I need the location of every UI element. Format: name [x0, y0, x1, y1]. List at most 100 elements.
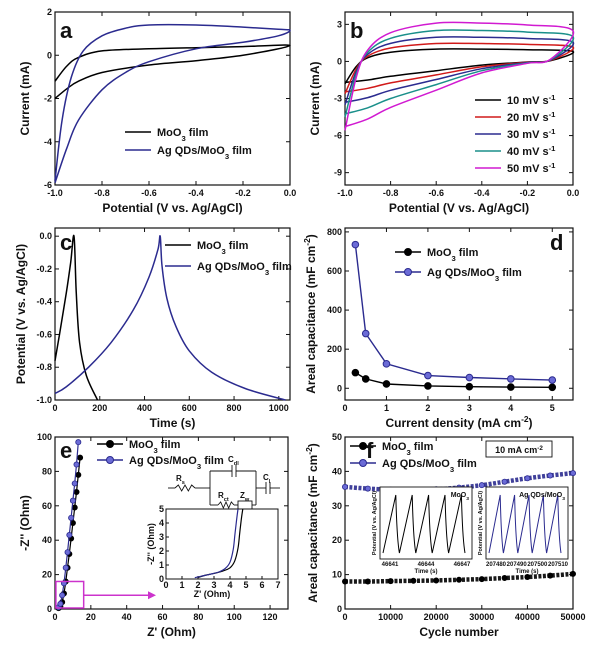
text-fragment: MoO — [157, 127, 182, 139]
text-fragment: Potential (V vs. Ag/AgCl) — [389, 201, 529, 215]
x-tick-label: 0.0 — [567, 188, 580, 198]
inset-x-tick-label: 1 — [179, 580, 184, 590]
cycle-point — [364, 485, 371, 492]
rate-point — [361, 329, 370, 338]
y-tick-label: -9 — [334, 168, 342, 178]
cycle-point — [547, 472, 554, 479]
text-fragment: dl — [234, 461, 239, 467]
cycle-point — [341, 578, 348, 585]
text-fragment: mA cm — [481, 416, 521, 430]
text-fragment: Current (mA) — [18, 61, 32, 135]
x-tick-label: 0 — [52, 403, 57, 413]
text-fragment: 3 — [197, 462, 201, 471]
nyquist-point — [64, 549, 71, 556]
legend-label: 30 mV s-1 — [507, 127, 556, 142]
text-fragment: 30 — [507, 129, 519, 141]
legend-label: Ag QDs/MoO3 film — [129, 455, 224, 471]
text-fragment: film — [411, 441, 434, 453]
text-fragment: Potential (V vs. Ag/AgCl) — [102, 201, 242, 215]
x-axis-label: Current density (mA cm-2) — [385, 414, 532, 430]
text-fragment: 3 — [153, 446, 157, 455]
text-fragment: ) — [306, 443, 320, 447]
panel-label-b: b — [350, 18, 363, 43]
text-fragment: -Z'' (Ohm) — [18, 495, 32, 551]
panel-d: 0 1 2 3 4 5 0 200 400 600 800 Current density (mA c… — [302, 227, 574, 430]
cv-curve-20-mv — [344, 42, 575, 95]
inset-x-tick-label: 6 — [259, 580, 264, 590]
gcd-curve-moo3-film — [54, 234, 99, 401]
y-tick-label: 600 — [327, 266, 342, 276]
text-fragment: Cycle number — [419, 625, 499, 639]
text-fragment: 3 — [225, 152, 229, 161]
text-fragment: MoO — [547, 492, 563, 499]
text-fragment: -2 — [521, 414, 529, 424]
panel-label-f: f — [366, 438, 374, 463]
text-fragment: film — [201, 455, 224, 467]
text-fragment: -2 — [537, 445, 543, 452]
inset-x-tick-label: 7 — [275, 580, 280, 590]
inset-x-tick-label: 207510 — [548, 562, 569, 568]
inset-x-label: Z' (Ohm) — [194, 589, 231, 599]
x-tick-label: 60 — [158, 612, 168, 622]
y-tick-label: 80 — [42, 466, 52, 476]
inset-y-tick-label: 3 — [159, 532, 164, 542]
inset-x-tick-label: 46647 — [454, 562, 471, 568]
inset-frame — [165, 508, 279, 580]
x-tick-label: -0.2 — [235, 188, 251, 198]
text-fragment: -1 — [549, 127, 557, 136]
x-tick-label: -1.0 — [337, 188, 353, 198]
text-fragment: 3 — [466, 496, 469, 502]
nyquist-point — [77, 454, 84, 461]
resistor-symbol — [174, 484, 196, 492]
y-tick-label: -0.8 — [36, 362, 52, 372]
text-fragment: MoO — [200, 145, 225, 157]
circuit-label-rct: Rct — [218, 491, 229, 503]
y-tick-label: 0 — [47, 604, 52, 614]
panel-label-d: d — [550, 230, 563, 255]
x-tick-label: 600 — [182, 403, 197, 413]
annotation-text: 10 mA cm-2 — [495, 445, 543, 456]
cycle-point — [524, 574, 531, 581]
text-fragment: w — [244, 497, 250, 503]
text-fragment: 50 — [507, 163, 519, 175]
nyquist-point — [59, 592, 66, 599]
y-axis-label: Current (mA) — [18, 61, 32, 135]
rate-point — [507, 375, 515, 383]
y-tick-label: -3 — [334, 94, 342, 104]
cycle-point — [570, 570, 577, 577]
x-tick-label: 1 — [384, 403, 389, 413]
x-tick-label: 800 — [227, 403, 242, 413]
text-fragment: 3 — [406, 448, 410, 457]
text-fragment: -1 — [549, 144, 557, 153]
legend-label: MoO3 film — [197, 240, 249, 256]
x-axis-label: Potential (V vs. Ag/AgCl) — [102, 201, 242, 215]
text-fragment: Ag QDs/ — [197, 261, 240, 273]
nyquist-point — [75, 471, 82, 478]
x-tick-label: 50000 — [560, 612, 585, 622]
y-tick-label: 20 — [42, 570, 52, 580]
text-fragment: MoO — [451, 492, 467, 499]
inset-x-tick-label: 46641 — [382, 562, 399, 568]
inset-x-tick-label: 207490 — [507, 562, 528, 568]
circuit-label-cl: Cl — [263, 473, 271, 485]
rate-point — [424, 371, 432, 380]
legend-label: MoO3 film — [382, 441, 434, 457]
text-fragment: Z — [240, 491, 245, 500]
y-tick-label: 40 — [42, 535, 52, 545]
plot-frame — [344, 436, 574, 610]
text-fragment: film — [269, 261, 292, 273]
text-fragment: Areal capacitance ( — [306, 493, 320, 602]
inset-y-tick-label: 4 — [159, 518, 164, 528]
y-tick-label: 100 — [37, 432, 52, 442]
text-fragment: MoO — [425, 458, 450, 470]
annotation-box — [485, 440, 553, 458]
text-fragment: s — [182, 480, 185, 486]
plot-frame — [344, 227, 574, 401]
text-fragment: Ag QDs/ — [382, 458, 425, 470]
panel-label-c: c — [60, 230, 72, 255]
text-fragment: mA cm — [505, 445, 537, 455]
inset-y-tick-label: 5 — [159, 504, 164, 514]
x-tick-label: 0 — [342, 403, 347, 413]
legend-label: Ag QDs/MoO3 film — [157, 145, 252, 161]
